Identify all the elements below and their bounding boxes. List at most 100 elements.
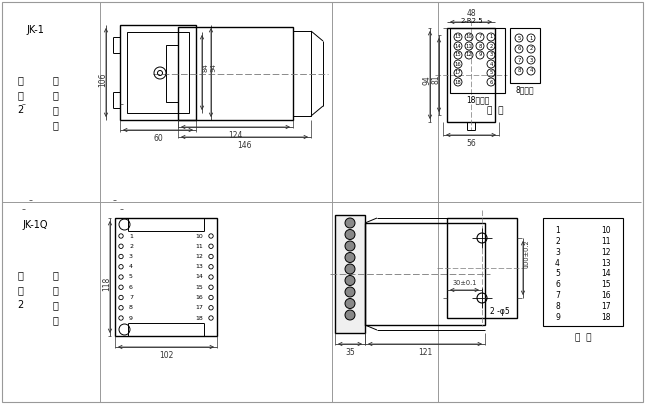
Text: 17: 17 <box>195 305 203 310</box>
Text: 5: 5 <box>555 269 560 278</box>
Bar <box>543 218 623 326</box>
Text: 2: 2 <box>17 105 23 115</box>
Text: 正  視: 正 視 <box>575 333 591 343</box>
Circle shape <box>345 310 355 320</box>
Text: 后: 后 <box>52 90 58 100</box>
Text: 48: 48 <box>466 9 476 18</box>
Text: 81: 81 <box>432 75 441 84</box>
Bar <box>447 218 517 318</box>
Text: JK-1Q: JK-1Q <box>22 220 48 230</box>
Text: 106: 106 <box>99 72 108 87</box>
Text: 接: 接 <box>52 105 58 115</box>
Text: 7: 7 <box>517 57 521 63</box>
Text: 11: 11 <box>195 244 203 249</box>
Text: 5: 5 <box>517 36 521 40</box>
Text: 8: 8 <box>555 302 560 311</box>
Text: 15: 15 <box>195 285 203 290</box>
Text: 线: 线 <box>52 315 58 325</box>
Text: 1: 1 <box>490 34 493 40</box>
Bar <box>510 28 540 83</box>
Text: 8点端子: 8点端子 <box>516 86 534 95</box>
Text: 10: 10 <box>466 34 472 40</box>
Text: 16: 16 <box>455 61 461 67</box>
Text: 18: 18 <box>602 313 611 322</box>
Text: 2: 2 <box>530 46 533 51</box>
Text: 146: 146 <box>237 141 252 150</box>
Text: 84: 84 <box>202 63 208 72</box>
Text: 124: 124 <box>228 131 243 140</box>
Text: 2: 2 <box>17 300 23 310</box>
Text: 56: 56 <box>466 139 476 148</box>
Text: 30±0.1: 30±0.1 <box>452 280 477 286</box>
Text: JK-1: JK-1 <box>26 25 44 35</box>
Text: 3: 3 <box>490 53 493 57</box>
Text: 12: 12 <box>195 254 203 259</box>
Text: 9: 9 <box>479 53 482 57</box>
Text: 60: 60 <box>153 134 163 143</box>
Circle shape <box>345 218 355 228</box>
Bar <box>447 28 495 122</box>
Text: 8: 8 <box>479 44 482 48</box>
Text: 6: 6 <box>490 80 493 84</box>
Text: 接: 接 <box>52 300 58 310</box>
Text: 5: 5 <box>490 71 493 76</box>
Text: 10: 10 <box>601 226 611 235</box>
Text: 6: 6 <box>129 285 133 290</box>
Circle shape <box>345 241 355 251</box>
Text: 15: 15 <box>455 53 461 57</box>
Text: 16: 16 <box>601 291 611 300</box>
Text: 9: 9 <box>129 316 133 320</box>
Bar <box>166 45 178 102</box>
Bar <box>120 25 196 120</box>
Text: 3: 3 <box>530 57 533 63</box>
Text: 圖: 圖 <box>17 90 23 100</box>
Text: 18点端子: 18点端子 <box>466 95 489 105</box>
Text: 4: 4 <box>490 61 493 67</box>
Bar <box>335 215 365 333</box>
Text: 2-R2.5: 2-R2.5 <box>461 18 484 24</box>
Text: 11: 11 <box>602 237 611 246</box>
Text: 94: 94 <box>211 63 217 72</box>
Text: 17: 17 <box>601 302 611 311</box>
Text: 16: 16 <box>195 295 203 300</box>
Text: 1: 1 <box>129 234 133 238</box>
Text: 94: 94 <box>422 75 432 85</box>
Text: 121: 121 <box>418 348 432 357</box>
Text: 1: 1 <box>555 226 560 235</box>
Text: 102: 102 <box>159 351 174 360</box>
Text: 3: 3 <box>129 254 133 259</box>
Text: 4: 4 <box>530 69 533 74</box>
Text: 13: 13 <box>455 34 461 40</box>
Text: 板: 板 <box>52 75 58 85</box>
Text: 圖: 圖 <box>17 285 23 295</box>
Circle shape <box>345 299 355 309</box>
Text: 13: 13 <box>195 264 203 269</box>
Bar <box>115 218 217 336</box>
Text: 4: 4 <box>129 264 133 269</box>
Text: 附: 附 <box>17 270 23 280</box>
Bar <box>450 28 505 93</box>
Text: 线: 线 <box>52 120 58 130</box>
Text: 18: 18 <box>195 316 203 320</box>
Text: 1: 1 <box>530 36 533 40</box>
Bar <box>365 223 485 325</box>
Text: 4: 4 <box>555 259 560 268</box>
Text: 板: 板 <box>52 270 58 280</box>
Text: 7: 7 <box>479 34 482 40</box>
Bar <box>293 31 311 116</box>
Text: 118: 118 <box>103 277 112 291</box>
Text: 6: 6 <box>555 280 560 289</box>
Text: 7: 7 <box>129 295 133 300</box>
Text: 背  視: 背 視 <box>487 107 503 116</box>
Text: 附: 附 <box>17 75 23 85</box>
Text: 14: 14 <box>455 44 461 48</box>
Circle shape <box>345 276 355 286</box>
Text: 9: 9 <box>555 313 560 322</box>
Text: 3: 3 <box>555 248 560 257</box>
Bar <box>127 32 189 113</box>
Text: 2: 2 <box>555 237 560 246</box>
Text: 14: 14 <box>601 269 611 278</box>
Circle shape <box>345 264 355 274</box>
Text: 10: 10 <box>195 234 203 238</box>
Text: 前: 前 <box>52 285 58 295</box>
